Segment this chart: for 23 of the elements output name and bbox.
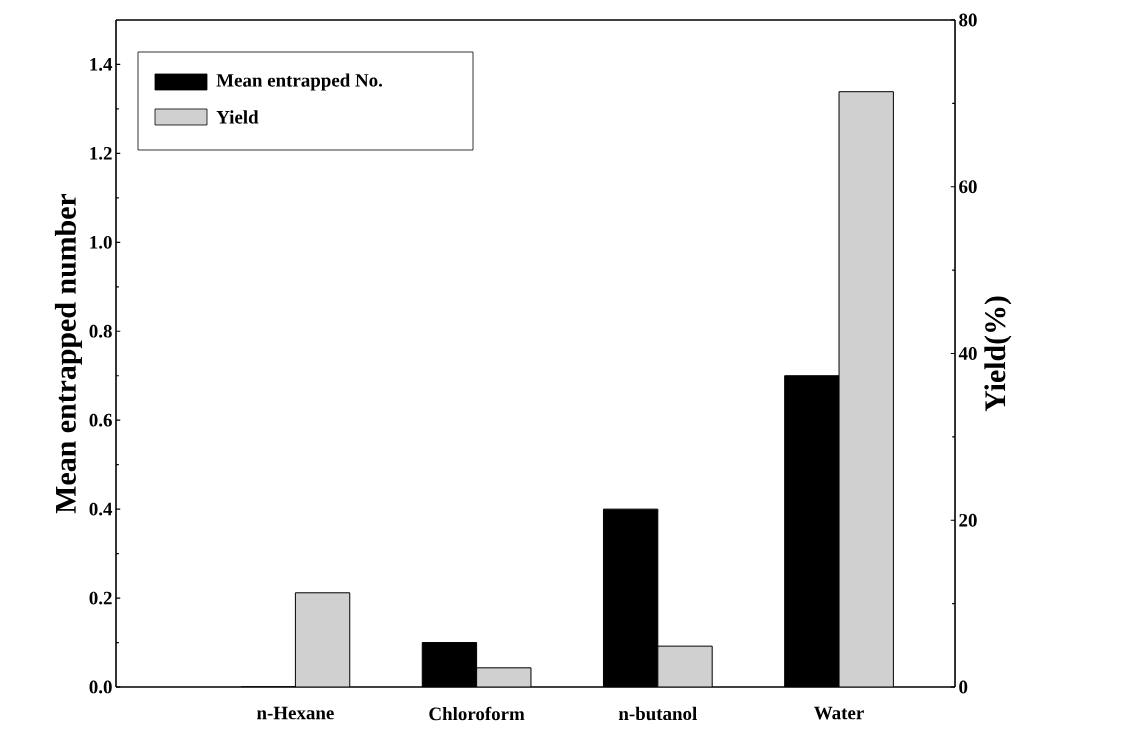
y-tick-label: 0.6 xyxy=(89,413,112,427)
y-tick-label: 1.0 xyxy=(90,235,112,249)
legend-label: Mean entrapped No. xyxy=(216,73,383,91)
legend-label: Yield xyxy=(216,110,259,124)
y2-tick-label: 0 xyxy=(959,680,968,694)
y2-tick-label: 20 xyxy=(959,513,977,527)
x-tick-label: Water xyxy=(814,706,864,720)
y2-axis-title: Yield(%) xyxy=(984,296,1012,412)
y2-tick-label: 80 xyxy=(959,13,977,27)
x-tick-label: Chloroform xyxy=(429,706,525,721)
bar xyxy=(294,592,351,687)
y-tick-label: 1.4 xyxy=(90,58,113,71)
y2-tick-label: 40 xyxy=(958,347,977,360)
y2-tick-label: 60 xyxy=(959,180,977,194)
y-tick-label: 0.0 xyxy=(89,680,112,694)
bar xyxy=(657,645,713,687)
x-tick-label: n-Hexane xyxy=(257,706,334,720)
y-tick-label: 0.4 xyxy=(89,502,113,516)
y-tick-label: 1.2 xyxy=(90,147,112,160)
y-tick-label: 0.8 xyxy=(89,324,112,338)
y-axis-title: Mean entrapped number xyxy=(54,193,82,514)
x-tick-label: n-butanol xyxy=(618,706,697,721)
y-tick-label: 0.2 xyxy=(89,591,112,605)
